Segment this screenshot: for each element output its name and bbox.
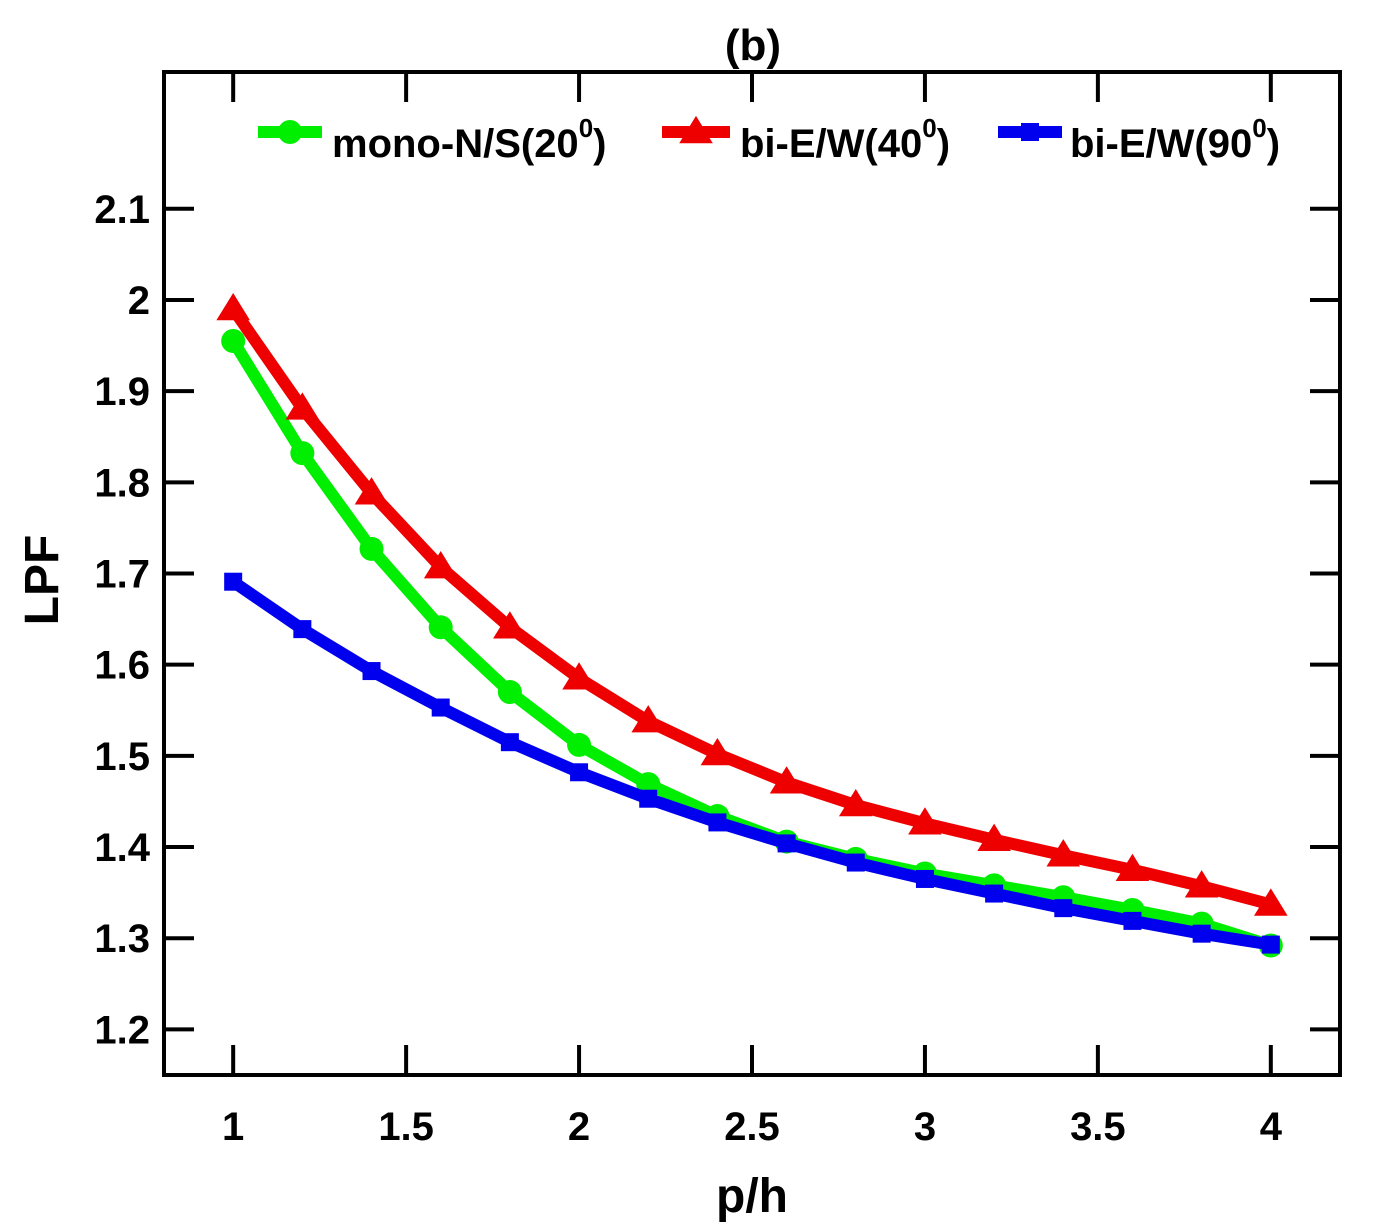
y-tick-label: 2 (128, 279, 150, 323)
data-point (1184, 870, 1219, 898)
data-point (285, 392, 320, 420)
data-point (915, 869, 934, 888)
legend-swatch-marker (278, 120, 302, 144)
data-point (631, 705, 666, 733)
data-point (224, 572, 243, 591)
data-point (290, 441, 315, 466)
data-point (359, 536, 384, 561)
data-point (1123, 911, 1142, 930)
x-tick-label: 4 (1260, 1105, 1283, 1149)
legend-label: bi-E/W(400) (740, 113, 950, 166)
data-point (708, 813, 727, 832)
data-point (639, 789, 658, 808)
legend-label: mono-N/S(200) (332, 113, 606, 166)
legend: mono-N/S(200) bi-E/W(400) bi-E/W(900) (258, 113, 1280, 166)
data-point (221, 328, 246, 353)
y-tick-label: 1.5 (94, 735, 150, 779)
y-tick-label: 1.6 (94, 644, 150, 688)
legend-entry: bi-E/W(400) (662, 113, 950, 166)
data-point (977, 823, 1011, 851)
y-tick-label: 1.3 (94, 917, 150, 961)
data-point (1054, 899, 1073, 918)
data-point (497, 680, 522, 705)
y-tick-label: 2.1 (94, 188, 150, 232)
data-point (846, 853, 865, 872)
x-tick-label: 2 (568, 1105, 590, 1149)
series-layer (216, 292, 1288, 958)
x-tick-label: 1.5 (378, 1105, 434, 1149)
data-point (423, 551, 458, 579)
y-tick-label: 1.8 (94, 461, 150, 505)
data-point (1046, 839, 1081, 867)
series-line (227, 303, 1277, 911)
legend-swatch-marker (1021, 123, 1039, 141)
data-point (570, 763, 589, 782)
series-line (227, 575, 1277, 951)
data-point (777, 834, 796, 853)
y-axis-title: LPF (16, 535, 69, 626)
data-point (428, 615, 453, 640)
data-point (354, 477, 389, 505)
data-point (562, 662, 596, 690)
data-point (216, 292, 250, 321)
data-point (769, 766, 804, 794)
data-point (908, 807, 942, 835)
legend-entry: bi-E/W(900) (998, 113, 1280, 166)
x-tick-label: 3 (914, 1105, 936, 1149)
data-point (493, 611, 527, 639)
x-tick-label: 2.5 (724, 1105, 780, 1149)
x-axis-title: p/h (716, 1170, 788, 1223)
series-2 (216, 292, 1288, 916)
x-tick-label: 3.5 (1070, 1105, 1126, 1149)
data-point (985, 884, 1004, 903)
x-tick-label: 1 (222, 1105, 244, 1149)
data-point (1261, 935, 1280, 954)
data-point (362, 662, 381, 681)
data-point (431, 698, 450, 717)
y-axis-ticks: 1.2 1.3 1.4 1.5 1.6 1.7 1.8 1.9 2 2.1 (94, 188, 1340, 1052)
data-point (1254, 888, 1288, 916)
x-axis-ticks: 1 1.5 2 2.5 3 3.5 4 (222, 72, 1283, 1149)
series-3 (224, 572, 1280, 954)
y-tick-label: 1.7 (94, 553, 150, 597)
data-point (567, 732, 592, 757)
data-point (1192, 924, 1211, 943)
legend-swatch-marker (679, 115, 713, 144)
legend-entry: mono-N/S(200) (258, 113, 606, 166)
data-point (700, 737, 735, 766)
data-point (293, 620, 312, 639)
chart-title: (b) (725, 21, 781, 70)
y-tick-label: 1.2 (94, 1008, 150, 1052)
y-tick-label: 1.4 (94, 826, 150, 870)
data-point (500, 733, 519, 752)
y-tick-label: 1.9 (94, 370, 150, 414)
legend-label: bi-E/W(900) (1070, 113, 1280, 166)
data-point (1115, 853, 1150, 882)
data-point (838, 789, 873, 817)
series-line (227, 334, 1277, 952)
